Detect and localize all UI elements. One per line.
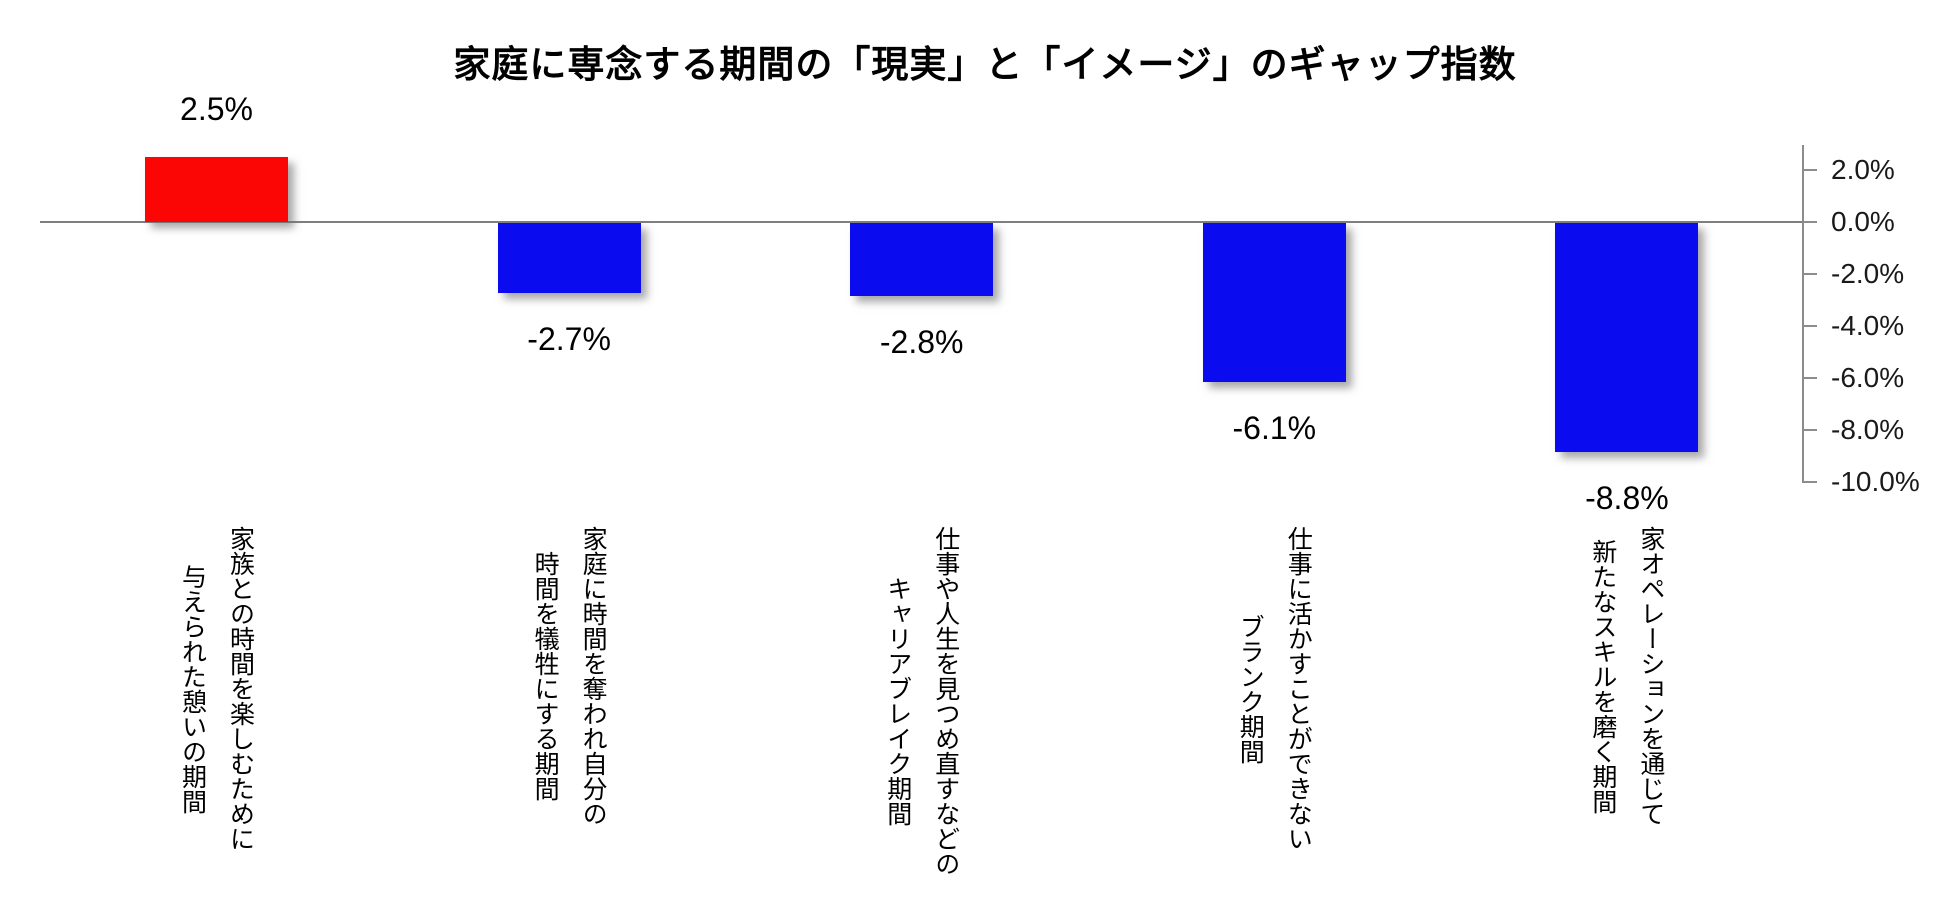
category-label-line: 新たなスキルを磨く期間 <box>1588 538 1617 814</box>
y-axis-tick-label: -6.0% <box>1831 362 1905 393</box>
y-axis-tick-label: -8.0% <box>1831 414 1905 445</box>
y-axis-tick <box>1804 429 1817 431</box>
y-axis-line <box>1802 145 1804 483</box>
category-label: 家庭に時間を奪われ自分の 時間を犠牲にする期間 <box>521 526 617 826</box>
bar-1 <box>145 157 288 222</box>
chart-title: 家庭に専念する期間の「現実」と「イメージ」のギャップ指数 <box>453 44 1517 85</box>
bar-2 <box>497 223 641 294</box>
category-label-line: 時間を犠牲にする期間 <box>531 551 560 801</box>
category-label-line: 与えられた憩いの期間 <box>178 563 207 814</box>
category-label: 仕事や人生を見つめ直すなどの キャリアブレイク期間 <box>874 526 970 876</box>
category-label-line: 家庭に時間を奪われ自分の <box>579 526 608 826</box>
y-axis-tick-label: -2.0% <box>1831 258 1905 289</box>
y-axis-tick <box>1804 377 1817 379</box>
y-axis-tick-label: 0.0% <box>1831 206 1895 237</box>
category-label-line: 仕事に活かすことができない <box>1284 526 1313 851</box>
value-label: -2.8% <box>879 323 964 360</box>
y-axis-tick <box>1804 273 1817 275</box>
category-label-line: 家族との時間を楽しむために <box>226 526 255 851</box>
value-label: -2.7% <box>527 321 611 358</box>
category-label: 仕事に活かすことができない ブランク期間 <box>1226 526 1322 851</box>
y-axis-tick-label: 2.0% <box>1831 154 1895 185</box>
bar-3 <box>850 223 994 296</box>
bar-4 <box>1202 223 1346 382</box>
category-label-line: キャリアブレイク期間 <box>883 576 912 826</box>
category-label-line: 家オペレーションを通じて <box>1636 526 1665 826</box>
y-axis-tick <box>1804 481 1817 483</box>
value-label: -8.8% <box>1585 479 1669 516</box>
category-label-line: ブランク期間 <box>1236 613 1265 764</box>
x-axis-zero-line <box>40 221 1804 223</box>
category-label: 家オペレーションを通じて 新たなスキルを磨く期間 <box>1579 526 1675 826</box>
y-axis-tick-label: -10.0% <box>1831 466 1920 497</box>
value-label: 2.5% <box>180 91 253 127</box>
y-axis-tick <box>1804 169 1817 171</box>
y-axis-tick-label: -4.0% <box>1831 310 1905 341</box>
value-label: -6.1% <box>1232 409 1317 446</box>
y-axis-tick <box>1804 221 1817 223</box>
bar-5 <box>1555 223 1699 452</box>
y-axis-tick <box>1804 325 1817 327</box>
category-label-line: 仕事や人生を見つめ直すなどの <box>931 526 960 876</box>
category-label: 家族との時間を楽しむために 与えられた憩いの期間 <box>169 526 265 851</box>
